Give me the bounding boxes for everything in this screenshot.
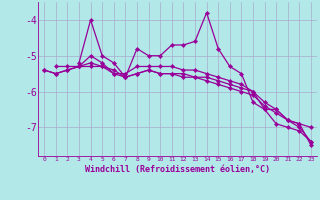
X-axis label: Windchill (Refroidissement éolien,°C): Windchill (Refroidissement éolien,°C) — [85, 165, 270, 174]
